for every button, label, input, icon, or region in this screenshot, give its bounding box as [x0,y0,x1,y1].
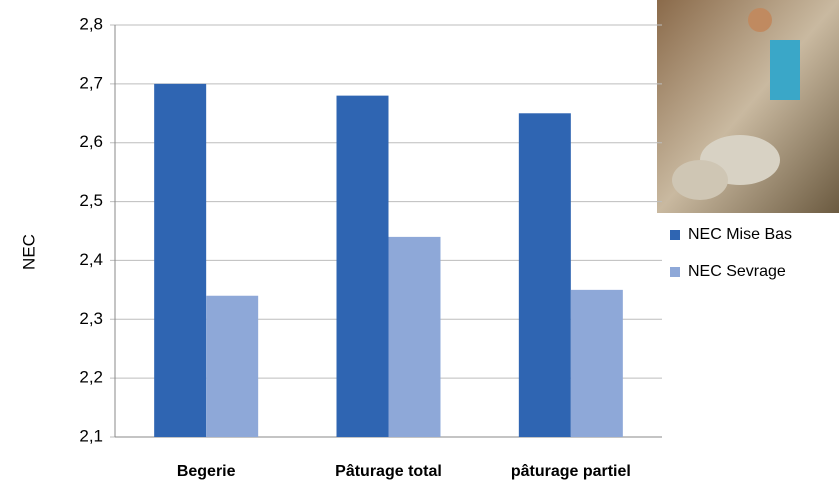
x-tick-label: Begerie [177,463,236,480]
bar [518,113,571,438]
y-tick-label: 2,3 [79,309,103,328]
y-tick-label: 2,4 [79,250,103,269]
legend-label: NEC Sevrage [688,263,786,280]
y-tick-label: 2,8 [79,14,103,33]
x-tick-label: Pâturage total [335,463,442,480]
y-tick-label: 2,1 [79,426,103,445]
bar [206,295,259,437]
bar [388,236,441,437]
y-tick-label: 2,6 [79,132,103,151]
photo [657,0,839,213]
x-tick-label: pâturage partiel [511,463,631,480]
bar [154,83,207,437]
bar [336,95,389,437]
y-tick-label: 2,7 [79,73,103,92]
y-tick-label: 2,5 [79,191,103,210]
y-tick-label: 2,2 [79,368,103,387]
legend-label: NEC Mise Bas [688,226,792,243]
bar [570,289,623,437]
legend-swatch [670,267,680,277]
y-axis-label: NEC [19,234,38,270]
legend-swatch [670,230,680,240]
